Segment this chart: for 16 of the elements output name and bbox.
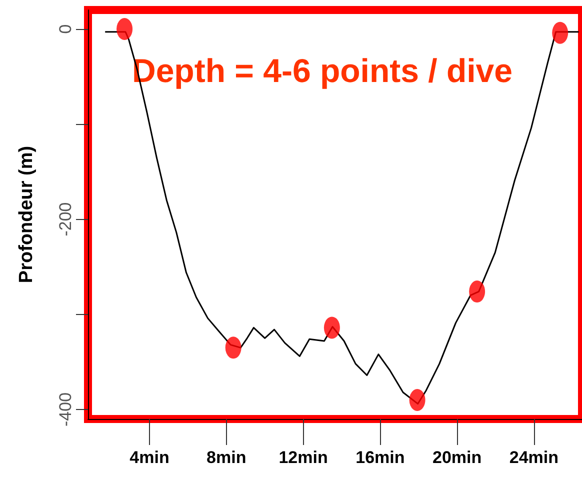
x-tick-label: 16min bbox=[356, 448, 405, 467]
point bbox=[324, 316, 340, 339]
y-tick-label: -400 bbox=[56, 392, 75, 427]
point bbox=[469, 280, 486, 303]
y-tick-label: 0 bbox=[56, 24, 75, 34]
x-tick-label: 20min bbox=[432, 448, 482, 467]
point bbox=[225, 336, 242, 359]
x-tick-label: 4min bbox=[130, 448, 170, 467]
point bbox=[409, 388, 426, 411]
y-tick-label: -200 bbox=[56, 202, 75, 236]
point bbox=[552, 22, 568, 44]
point bbox=[116, 18, 133, 40]
y-axis-title: Profondeur (m) bbox=[16, 146, 37, 284]
x-tick-label: 12min bbox=[278, 448, 328, 467]
x-tick-label: 24min bbox=[509, 448, 559, 467]
x-tick-label: 8min bbox=[206, 448, 246, 467]
